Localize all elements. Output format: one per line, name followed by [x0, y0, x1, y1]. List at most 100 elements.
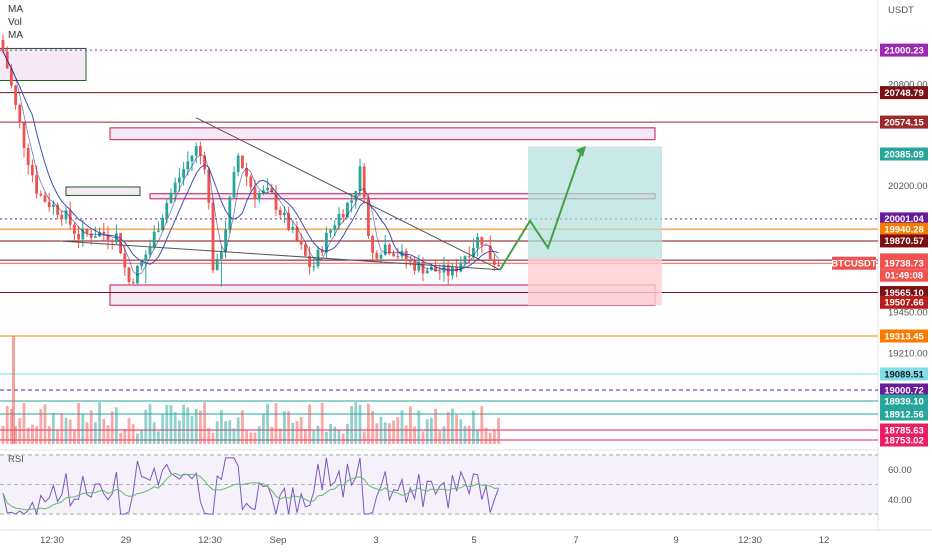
candle-body-72[interactable]: [304, 244, 307, 256]
candle-body-4[interactable]: [18, 104, 22, 123]
candle-body-107[interactable]: [451, 266, 454, 276]
candle-body-61[interactable]: [257, 193, 261, 200]
candle-body-67[interactable]: [283, 212, 286, 216]
candle-body-35[interactable]: [148, 246, 152, 255]
candle-body-14[interactable]: [60, 214, 64, 220]
candle-body-24[interactable]: [102, 231, 106, 235]
top-zone[interactable]: [109, 127, 656, 141]
candle-body-104[interactable]: [438, 271, 442, 273]
candle-body-58[interactable]: [245, 168, 248, 177]
candle-body-85[interactable]: [358, 166, 362, 192]
price-tag-20001.04[interactable]: 20001.04: [880, 212, 928, 226]
candle-body-56[interactable]: [236, 155, 240, 173]
candle-body-51[interactable]: [215, 258, 219, 271]
candle-body-57[interactable]: [241, 155, 244, 169]
candle-body-81[interactable]: [341, 213, 345, 218]
candle-body-94[interactable]: [396, 256, 400, 258]
candle-body-79[interactable]: [333, 225, 337, 231]
candle-body-11[interactable]: [47, 201, 51, 208]
candle-body-12[interactable]: [52, 204, 55, 208]
candle-body-91[interactable]: [383, 244, 387, 255]
lower-tag-19313.45[interactable]: 19313.45: [880, 329, 928, 343]
candle-body-69[interactable]: [291, 226, 295, 230]
indicator-label-ma-2[interactable]: MA: [8, 30, 23, 41]
price-tag-20748.79[interactable]: 20748.79: [880, 86, 928, 100]
candle-body-62[interactable]: [262, 190, 265, 194]
triangle-lower-line[interactable]: [59, 240, 501, 271]
lower-tag-18912.56[interactable]: 18912.56: [880, 407, 928, 421]
candle-body-44[interactable]: [186, 161, 190, 170]
candle-body-115[interactable]: [484, 245, 488, 247]
candle-body-31[interactable]: [131, 282, 135, 284]
lower-tag-18785.63[interactable]: 18785.63: [880, 423, 928, 437]
candle-body-0[interactable]: [1, 40, 5, 52]
candle-body-98[interactable]: [413, 261, 416, 271]
price-tag-19738.73[interactable]: 19738.73: [880, 256, 928, 270]
candle-body-68[interactable]: [287, 212, 290, 230]
candle-body-99[interactable]: [417, 261, 421, 271]
candle-body-10[interactable]: [43, 195, 47, 202]
candle-body-40[interactable]: [169, 192, 173, 203]
candle-body-20[interactable]: [85, 228, 89, 234]
candle-body-97[interactable]: [409, 260, 412, 262]
candle-body-23[interactable]: [98, 231, 101, 237]
candle-body-17[interactable]: [73, 224, 76, 234]
candle-body-22[interactable]: [94, 236, 97, 238]
lower-tag-19089.51[interactable]: 19089.51: [880, 367, 928, 381]
price-tag-20385.09[interactable]: 20385.09: [880, 147, 928, 161]
take-profit-zone[interactable]: [528, 146, 662, 258]
projection-path[interactable]: [499, 149, 583, 271]
candle-body-55[interactable]: [232, 172, 236, 198]
candle-body-106[interactable]: [446, 264, 450, 276]
candle-body-50[interactable]: [211, 202, 215, 271]
price-tag-19870.57[interactable]: 19870.57: [880, 234, 928, 248]
candle-body-29[interactable]: [123, 253, 127, 268]
candle-body-71[interactable]: [299, 240, 303, 245]
lower-tag-18939.10[interactable]: 18939.10: [880, 394, 928, 408]
candle-body-28[interactable]: [119, 233, 122, 254]
candle-body-76[interactable]: [320, 249, 324, 253]
candle-body-102[interactable]: [430, 266, 433, 271]
candle-body-100[interactable]: [421, 261, 425, 274]
candle-body-15[interactable]: [64, 210, 68, 220]
candle-body-54[interactable]: [228, 197, 232, 230]
candle-body-88[interactable]: [371, 236, 374, 253]
candle-body-80[interactable]: [337, 213, 341, 226]
candle-body-103[interactable]: [434, 266, 437, 272]
candle-body-74[interactable]: [312, 266, 316, 268]
candle-body-26[interactable]: [110, 240, 114, 243]
candle-body-113[interactable]: [476, 236, 479, 248]
candle-body-38[interactable]: [161, 217, 164, 231]
rsi-label[interactable]: RSI: [8, 454, 24, 465]
indicator-label-ma-1[interactable]: MA: [8, 4, 23, 15]
candle-body-2[interactable]: [10, 68, 13, 86]
candle-body-19[interactable]: [81, 228, 85, 240]
price-tag-19940.28[interactable]: 19940.28: [880, 222, 928, 236]
candle-body-9[interactable]: [39, 193, 43, 196]
candle-body-39[interactable]: [165, 202, 169, 218]
symbol-tag[interactable]: [832, 256, 876, 270]
candle-body-59[interactable]: [249, 176, 253, 188]
candle-body-8[interactable]: [35, 175, 38, 194]
top-left-zone[interactable]: [0, 47, 87, 82]
candle-body-37[interactable]: [157, 230, 160, 232]
candle-body-52[interactable]: [220, 252, 223, 259]
candle-body-41[interactable]: [173, 182, 177, 193]
candle-body-101[interactable]: [425, 270, 429, 274]
candle-body-48[interactable]: [203, 155, 206, 170]
candle-body-25[interactable]: [106, 234, 110, 241]
candle-body-93[interactable]: [392, 253, 395, 257]
candle-body-90[interactable]: [379, 254, 383, 259]
candle-body-53[interactable]: [224, 229, 227, 253]
stop-loss-zone[interactable]: [528, 257, 662, 306]
candle-body-118[interactable]: [497, 264, 500, 267]
price-tag-20574.15[interactable]: 20574.15: [880, 115, 928, 129]
candle-body-64[interactable]: [270, 187, 274, 193]
candle-body-7[interactable]: [31, 165, 34, 176]
candle-body-46[interactable]: [194, 146, 198, 156]
candle-body-114[interactable]: [480, 236, 484, 246]
candle-body-92[interactable]: [388, 244, 391, 254]
price-tag-21000.23[interactable]: 21000.23: [880, 43, 928, 57]
candle-body-112[interactable]: [472, 247, 475, 257]
